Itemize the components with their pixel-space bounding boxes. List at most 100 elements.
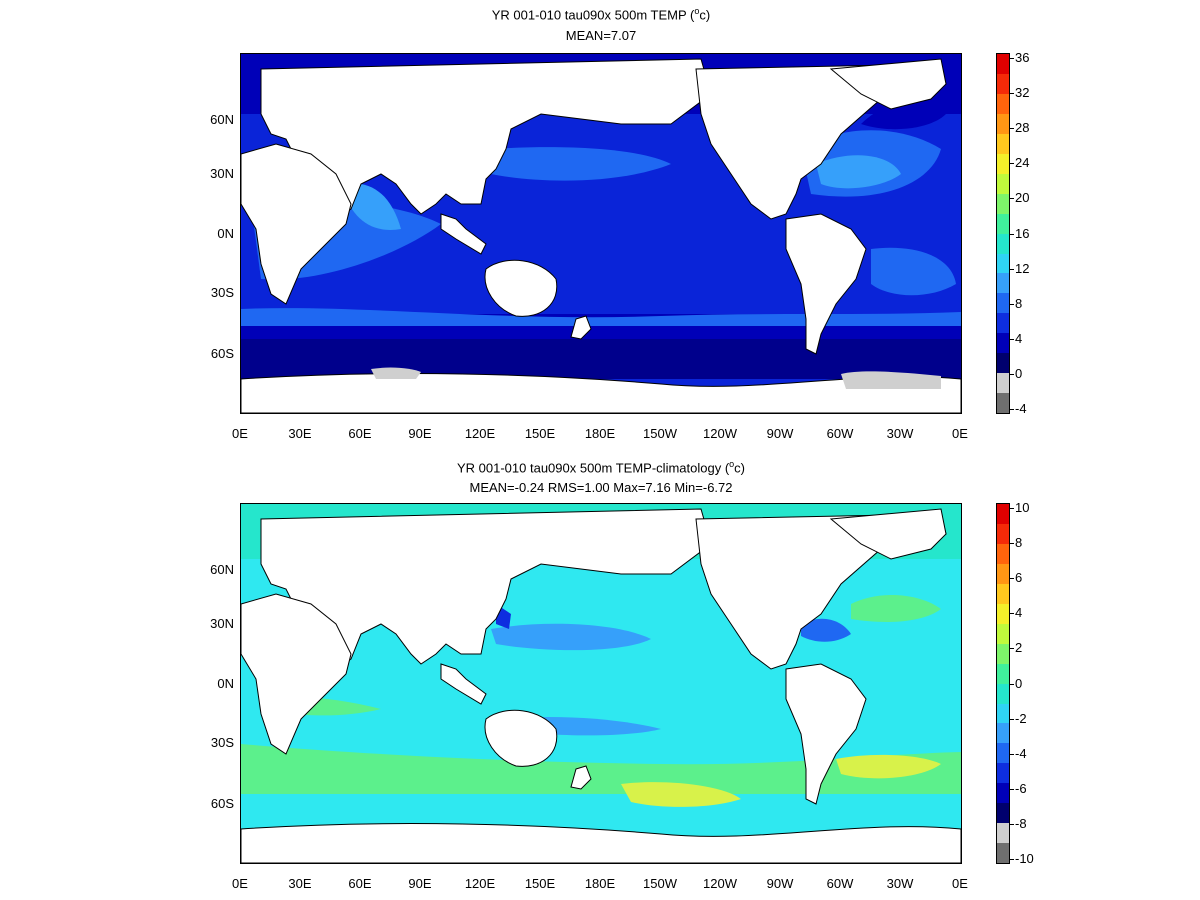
bottom-panel-title: YR 001-010 tau090x 500m TEMP-climatology…	[456, 459, 746, 476]
lon-label: 60W	[826, 426, 854, 441]
colorbar-segment	[997, 113, 1009, 134]
colorbar-tick-mark	[1010, 508, 1014, 509]
southern-front	[241, 308, 961, 326]
lon-label: 150E	[524, 426, 556, 441]
lat-label: 0N	[217, 675, 234, 691]
lon-label: 120E	[464, 426, 496, 441]
weddell-sea-ice	[841, 371, 941, 389]
colorbar-tick-mark	[1010, 683, 1014, 685]
north-pacific-cold	[491, 623, 651, 651]
colorbar-segment	[997, 623, 1009, 644]
north-atlantic-warm	[851, 594, 941, 622]
antarctic-shelf-ice	[371, 367, 421, 379]
lon-label: 0E	[232, 426, 248, 441]
lon-label: 120W	[703, 876, 737, 891]
bottom-map-svg	[241, 504, 961, 863]
colorbar-segment	[997, 293, 1009, 314]
colorbar-tick-label: 36	[1015, 50, 1030, 65]
greenland	[829, 508, 947, 560]
colorbar-tick-label: 2	[1015, 640, 1023, 656]
colorbar-tick-label: 0	[1015, 675, 1023, 691]
colorbar-tick-mark	[1010, 268, 1014, 270]
colorbar-segment	[997, 823, 1009, 844]
colorbar-segment	[997, 153, 1009, 174]
colorbar-tick-label: -8	[1015, 815, 1027, 831]
colorbar-tick-mark	[1010, 373, 1014, 375]
southern-ocean-cold	[241, 339, 961, 379]
colorbar-segment	[997, 213, 1009, 234]
colorbar-segment	[997, 333, 1009, 354]
lon-label: 30W	[886, 876, 914, 891]
colorbar-tick-label: 8	[1015, 535, 1023, 551]
sargasso-sea	[816, 155, 901, 189]
colorbar-segment	[997, 583, 1009, 604]
colorbar-segment	[997, 353, 1009, 374]
colorbar-segment	[997, 843, 1009, 864]
colorbar-tick-mark	[1010, 788, 1014, 790]
colorbar-segment	[997, 393, 1009, 414]
south-pacific-anomaly	[621, 782, 741, 807]
southern-ocean-warm	[241, 744, 961, 794]
colorbar-segment	[997, 703, 1009, 724]
africa	[241, 593, 352, 755]
colorbar-tick-label: -2	[1015, 710, 1027, 726]
colorbar-segment	[997, 253, 1009, 274]
colorbar-tick-label: 16	[1015, 225, 1030, 241]
lon-label: 180E	[584, 876, 616, 891]
lon-label: 90E	[408, 426, 432, 441]
colorbar-tick-mark	[1010, 718, 1014, 720]
lon-label: 0E	[232, 876, 248, 891]
colorbar-segment	[997, 504, 1009, 524]
colorbar-tick-label: 8	[1015, 295, 1023, 311]
colorbar-tick-mark	[1010, 58, 1014, 59]
south-atlantic-warm	[871, 247, 956, 296]
top-panel-subtitle: MEAN=7.07	[565, 28, 637, 43]
colorbar-tick-mark	[1010, 338, 1014, 340]
lon-label: 0E	[952, 426, 968, 441]
lat-label: 30N	[210, 165, 234, 181]
colorbar-segment	[997, 663, 1009, 684]
colorbar-tick-label: -4	[1015, 745, 1027, 761]
colorbar-segment	[997, 803, 1009, 824]
lat-label: 30S	[210, 735, 234, 751]
colorbar-tick-mark	[1010, 198, 1014, 200]
colorbar-tick-mark	[1010, 578, 1014, 580]
bottom-colorbar	[996, 503, 1010, 864]
south-america	[785, 663, 867, 805]
colorbar-tick-mark	[1010, 163, 1014, 165]
colorbar-tick-label: 32	[1015, 85, 1030, 101]
lat-label: 0N	[217, 225, 234, 241]
lat-label: 60N	[210, 561, 234, 577]
maritime-continent	[440, 213, 487, 255]
africa	[241, 143, 352, 305]
colorbar-tick-label: 12	[1015, 260, 1030, 276]
colorbar-tick-label: 4	[1015, 330, 1023, 346]
lat-label: 60N	[210, 111, 234, 127]
colorbar-tick-mark	[1010, 233, 1014, 235]
top-colorbar	[996, 53, 1010, 414]
lat-label: 60S	[210, 796, 234, 812]
colorbar-tick-mark	[1010, 613, 1014, 615]
top-map	[240, 53, 962, 414]
colorbar-segment	[997, 54, 1009, 74]
colorbar-segment	[997, 543, 1009, 564]
colorbar-segment	[997, 273, 1009, 294]
antarctica	[241, 823, 961, 863]
gulf-stream-cold	[801, 618, 851, 642]
colorbar-tick-label: 4	[1015, 605, 1023, 621]
colorbar-segment	[997, 643, 1009, 664]
colorbar-tick-label: 28	[1015, 120, 1030, 136]
colorbar-tick-label: 20	[1015, 190, 1030, 206]
colorbar-segment	[997, 523, 1009, 544]
colorbar-segment	[997, 373, 1009, 394]
south-america	[785, 213, 867, 355]
bottom-panel-subtitle: MEAN=-0.24 RMS=1.00 Max=7.16 Min=-6.72	[469, 480, 733, 495]
greenland	[829, 58, 947, 110]
colorbar-segment	[997, 193, 1009, 214]
lat-label: 60S	[210, 346, 234, 362]
lon-label: 60E	[348, 876, 372, 891]
australia	[484, 709, 558, 767]
colorbar-tick-mark	[1010, 753, 1014, 755]
australia	[484, 259, 558, 317]
lon-label: 60E	[348, 426, 372, 441]
